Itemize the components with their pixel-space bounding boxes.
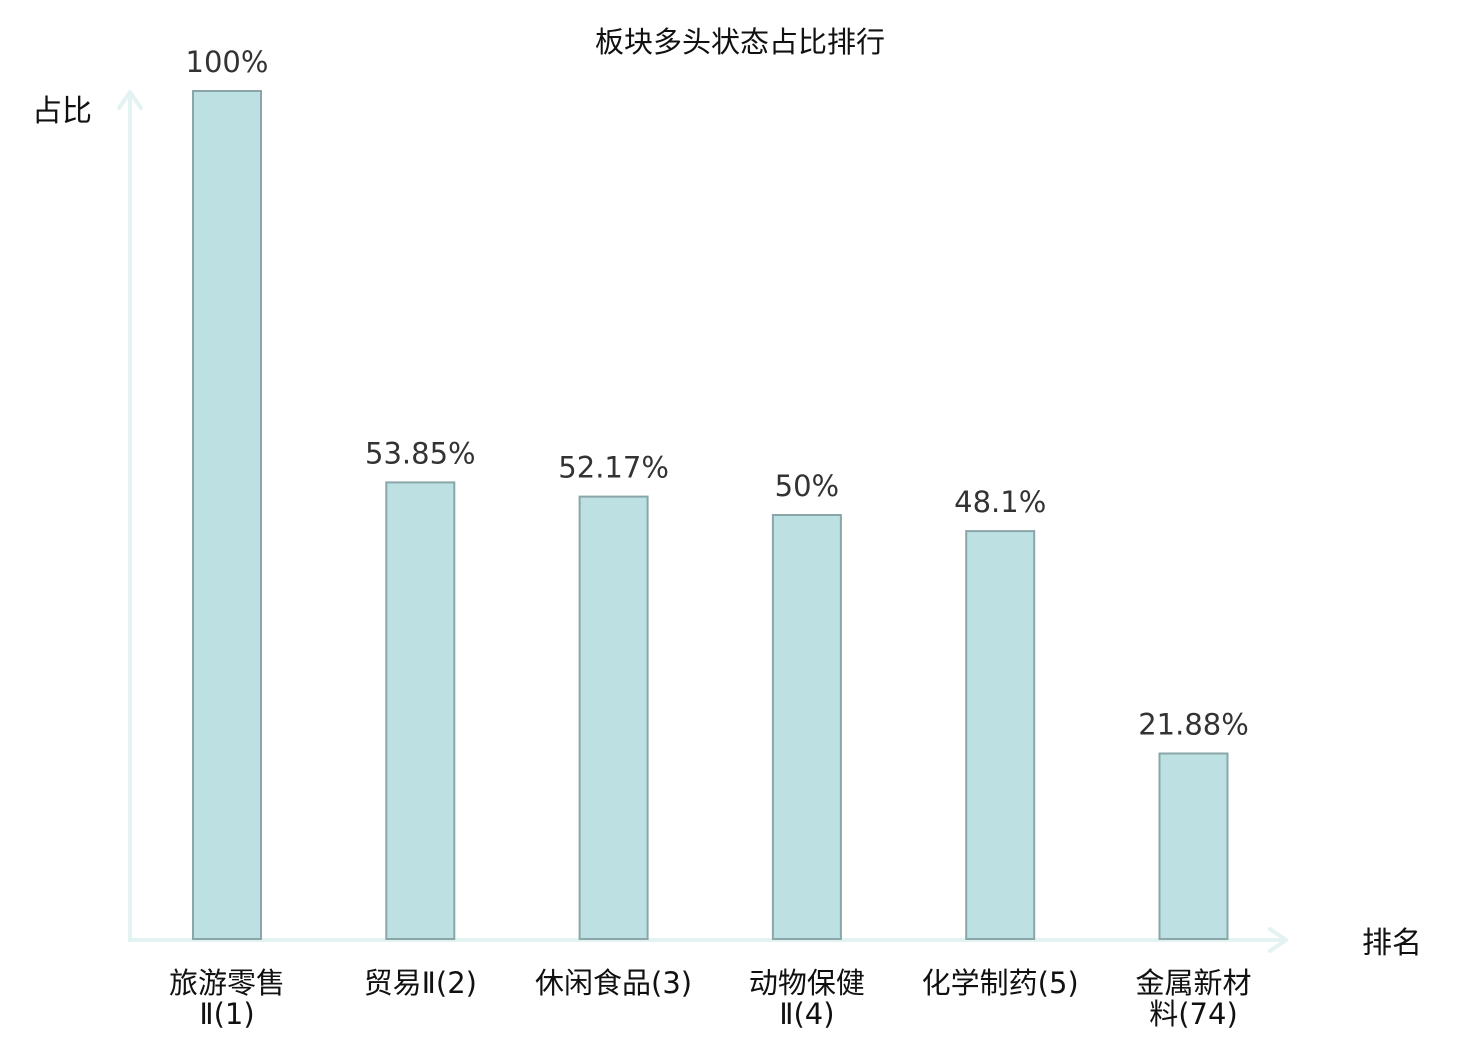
category-label-line: 休闲食品(3) <box>535 966 692 1000</box>
category-label: 动物保健 Ⅱ(4) <box>749 966 865 1031</box>
category-label-line: Ⅱ(1) <box>199 997 254 1031</box>
chart-title: 板块多头状态占比排行 <box>595 25 885 59</box>
bar <box>965 530 1036 940</box>
category-label-line: Ⅱ(4) <box>779 997 834 1031</box>
category-label-line: 旅游零售 <box>169 966 285 1000</box>
bars <box>192 90 1229 940</box>
category-label: 旅游零售 Ⅱ(1) <box>169 966 285 1031</box>
category-labels: 旅游零售 Ⅱ(1) 贸易Ⅱ(2) 休闲食品(3) 动物保健 Ⅱ(4) 化学制药(5) 金属新材… <box>169 966 1252 1031</box>
category-label: 金属新材料(74) <box>1135 966 1251 1031</box>
category-label-line: 料(74) <box>1149 997 1238 1031</box>
y-axis-arrow <box>117 90 143 110</box>
value-label: 100% <box>186 45 269 79</box>
y-axis-label: 占比 <box>32 94 92 129</box>
category-label: 化学制药(5) <box>922 966 1079 1000</box>
value-label: 50% <box>775 469 839 503</box>
value-labels: 100% 53.85% 52.17% 50% 48.1% 21.88% <box>186 45 1249 742</box>
x-axis-label: 排名 <box>1362 926 1422 961</box>
bar <box>192 90 262 940</box>
category-label-line: 贸易Ⅱ(2) <box>364 966 477 1000</box>
value-label: 21.88% <box>1138 708 1249 742</box>
value-label: 52.17% <box>558 451 669 485</box>
bar <box>1158 752 1229 940</box>
category-label-line: 动物保健 <box>749 966 865 1000</box>
bar <box>578 495 649 940</box>
bar <box>385 481 456 940</box>
value-label: 53.85% <box>365 436 476 470</box>
y-axis: 占比 <box>32 90 143 940</box>
category-label: 贸易Ⅱ(2) <box>364 966 477 1000</box>
category-label-line: 化学制药(5) <box>922 966 1079 1000</box>
category-label-line: 金属新材 <box>1135 966 1251 1000</box>
value-label: 48.1% <box>954 485 1046 519</box>
x-axis-arrow <box>1268 927 1288 953</box>
bar <box>771 514 842 940</box>
x-axis: 排名 <box>128 926 1422 961</box>
category-label: 休闲食品(3) <box>535 966 692 1000</box>
